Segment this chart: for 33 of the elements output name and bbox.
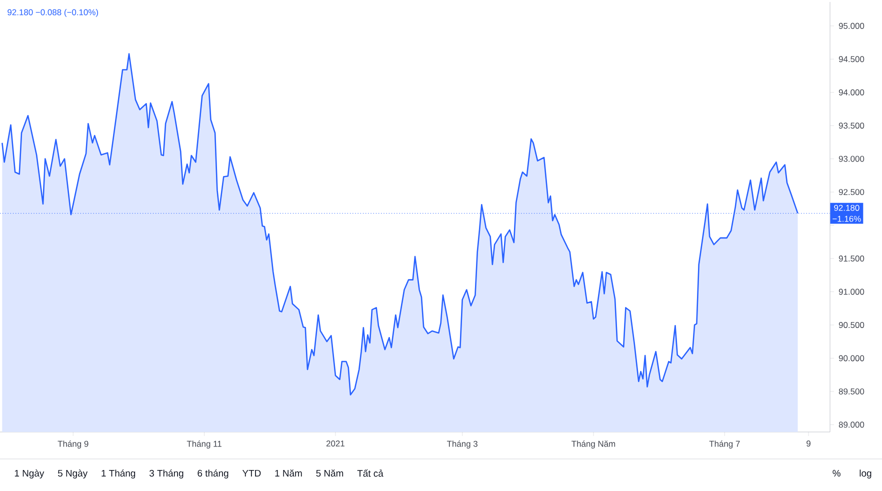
- x-tick-label: 2021: [326, 440, 344, 446]
- y-tick-label: 89.000: [838, 422, 864, 428]
- x-tick-label: 9: [806, 440, 810, 446]
- text: 5 Năm: [316, 470, 344, 477]
- y-tick-label: 94.000: [838, 89, 864, 96]
- text: 5 Ngày: [58, 470, 88, 478]
- text: 1 Năm: [275, 470, 302, 477]
- y-tick-label: 89.500: [838, 388, 864, 394]
- y-tick-label: 93.500: [838, 122, 864, 129]
- x-tick-label: Tháng Năm: [572, 440, 616, 448]
- y-tick-label: 93.000: [838, 156, 864, 162]
- text: log: [860, 470, 872, 478]
- text: %: [832, 470, 840, 477]
- y-tick-label: 92.500: [838, 189, 864, 196]
- text: −1.16%: [832, 216, 861, 222]
- y-tick-label: 91.500: [838, 256, 864, 262]
- text: Tất cả: [357, 469, 384, 477]
- y-tick-label: 94.500: [838, 56, 864, 62]
- y-tick-label: 91.000: [838, 288, 864, 295]
- y-tick-label: 90.500: [838, 322, 864, 328]
- text: 1 Ngày: [14, 470, 44, 478]
- text: 6 tháng: [198, 470, 228, 478]
- y-tick-label: 90.000: [838, 355, 864, 362]
- x-tick-label: Tháng 7: [709, 440, 740, 448]
- x-tick-label: Tháng 3: [446, 440, 478, 448]
- y-tick-label: 95.000: [838, 22, 864, 29]
- ref-line-label: 92.180: [834, 204, 860, 211]
- annotation: 92.180 −0.088 (−0.10%): [8, 9, 98, 17]
- x-tick-label: Tháng 11: [186, 440, 222, 448]
- x-tick-label: Tháng 9: [58, 440, 88, 448]
- text: YTD: [242, 470, 261, 476]
- text: 3 Tháng: [149, 470, 184, 478]
- text: 1 Tháng: [102, 470, 136, 478]
